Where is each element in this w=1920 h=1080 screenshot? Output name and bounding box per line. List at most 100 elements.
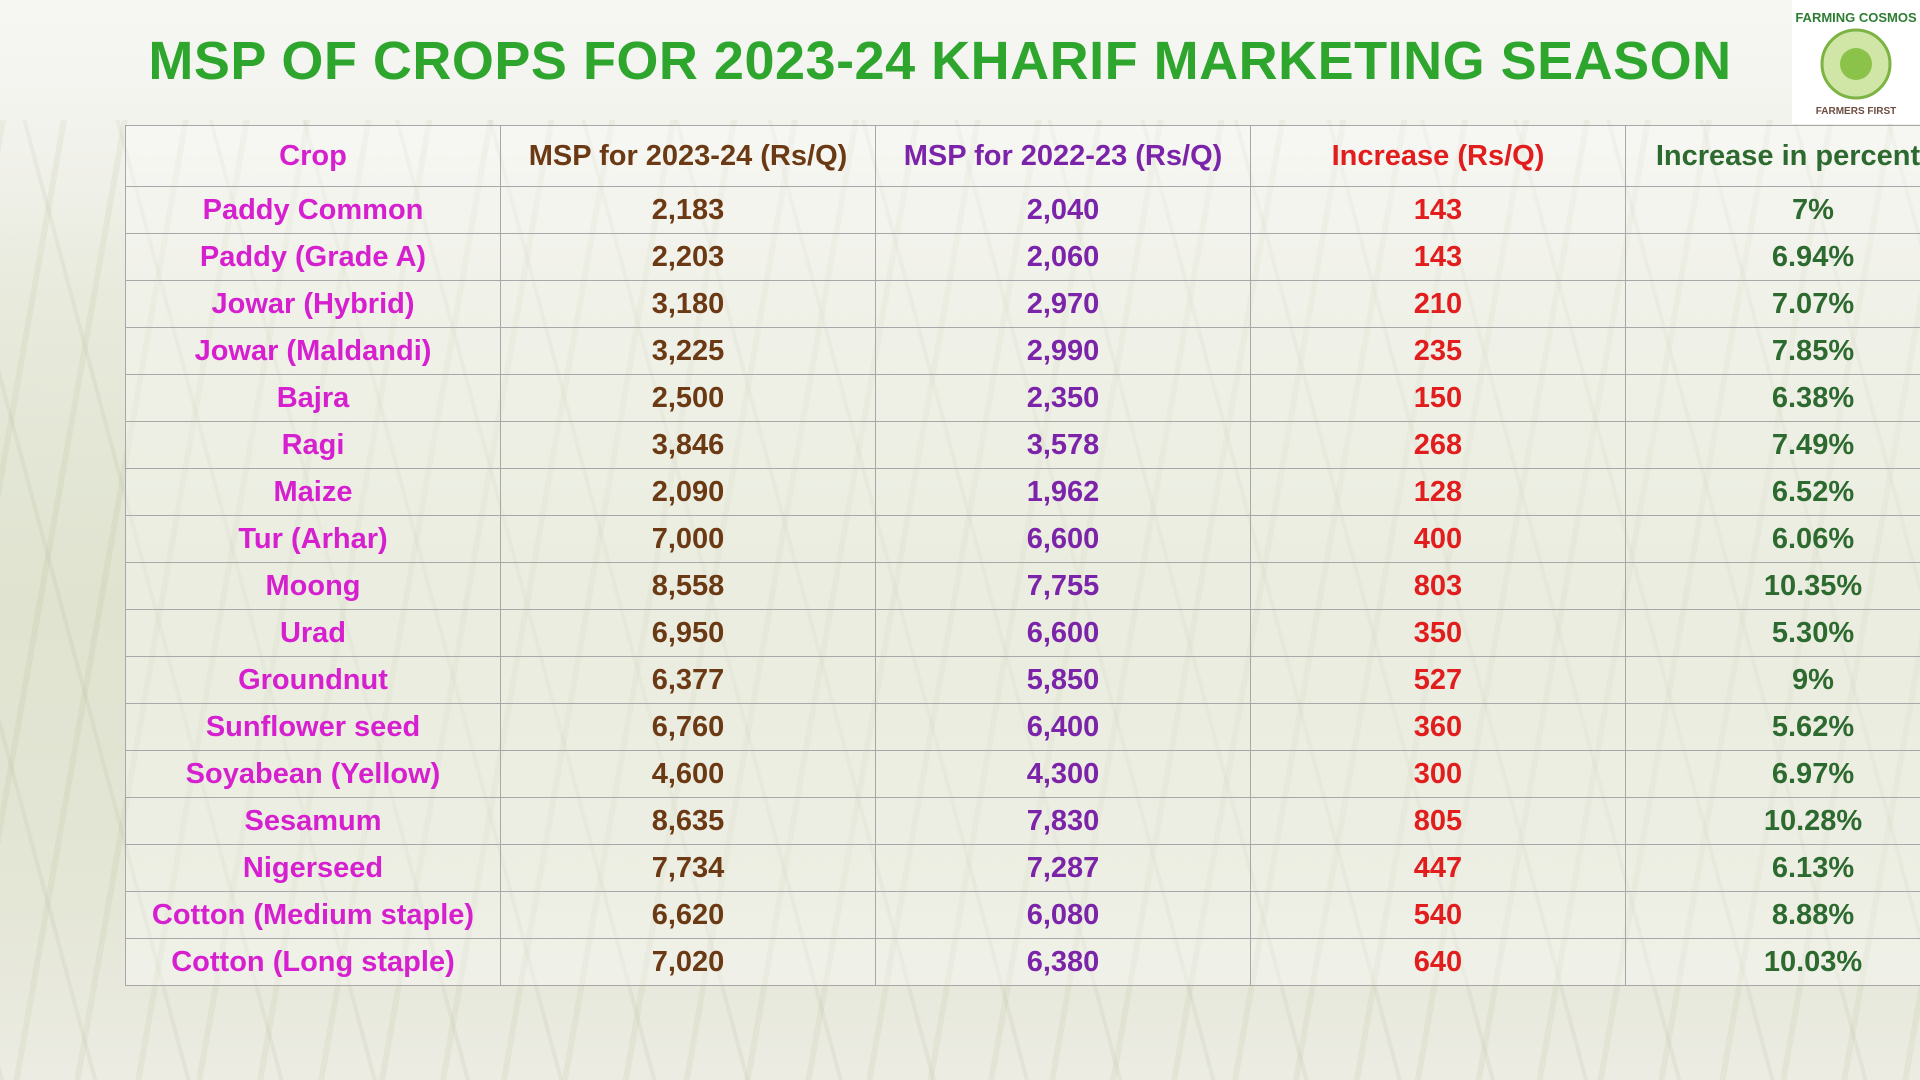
table-cell: 2,040 [875, 186, 1251, 234]
table-cell: Bajra [125, 374, 501, 422]
table-cell: Urad [125, 609, 501, 657]
title: MSP OF CROPS FOR 2023-24 KHARIF MARKETIN… [148, 31, 1732, 91]
table-cell: 7.07% [1625, 280, 1920, 328]
table-cell: Cotton (Long staple) [125, 938, 501, 986]
table-cell: 5.62% [1625, 703, 1920, 751]
table-cell: Sunflower seed [125, 703, 501, 751]
table-cell: Jowar (Hybrid) [125, 280, 501, 328]
table-cell: Cotton (Medium staple) [125, 891, 501, 939]
logo-graphic: FARMING COSMOS FARMERS FIRST [1795, 10, 1917, 117]
table-cell: Tur (Arhar) [125, 515, 501, 563]
table-cell: 540 [1250, 891, 1626, 939]
table-cell: Sesamum [125, 797, 501, 845]
table-cell: 268 [1250, 421, 1626, 469]
table-cell: 2,203 [500, 233, 876, 281]
table-cell: Soyabean (Yellow) [125, 750, 501, 798]
table-row: Sunflower seed 6,760 6,400 360 5.62% [125, 703, 1920, 751]
table-cell: 9% [1625, 656, 1920, 704]
header-row: Crop MSP for 2023-24 (Rs/Q) MSP for 2022-2… [125, 125, 1920, 187]
table-cell: 6,950 [500, 609, 876, 657]
table-cell: 128 [1250, 468, 1626, 516]
table-cell: 350 [1250, 609, 1626, 657]
table-cell: 7,734 [500, 844, 876, 892]
table-cell: 3,846 [500, 421, 876, 469]
table-body: Paddy Common 2,183 2,040 143 7% Paddy (Grade … [125, 186, 1920, 986]
table-cell: 7,830 [875, 797, 1251, 845]
table-cell: 805 [1250, 797, 1626, 845]
table-row: Soyabean (Yellow) 4,600 4,300 300 6.97% [125, 750, 1920, 798]
table-cell: Groundnut [125, 656, 501, 704]
table-cell: 3,578 [875, 421, 1251, 469]
table-cell: 6,600 [875, 515, 1251, 563]
table-row: Bajra 2,500 2,350 150 6.38% [125, 374, 1920, 422]
table-cell: 8,635 [500, 797, 876, 845]
table-cell: 640 [1250, 938, 1626, 986]
table-cell: 3,180 [500, 280, 876, 328]
header-cell: Crop [125, 125, 501, 187]
table-row: Tur (Arhar) 7,000 6,600 400 6.06% [125, 515, 1920, 563]
table-row: Urad 6,950 6,600 350 5.30% [125, 609, 1920, 657]
table-cell: Maize [125, 468, 501, 516]
table-cell: Paddy (Grade A) [125, 233, 501, 281]
table-cell: 2,090 [500, 468, 876, 516]
table-cell: 2,060 [875, 233, 1251, 281]
table-cell: Paddy Common [125, 186, 501, 234]
table-row: Jowar (Hybrid) 3,180 2,970 210 7.07% [125, 280, 1920, 328]
table-cell: 527 [1250, 656, 1626, 704]
table-cell: 150 [1250, 374, 1626, 422]
table-cell: 235 [1250, 327, 1626, 375]
table-cell: 6,080 [875, 891, 1251, 939]
table-cell: 10.03% [1625, 938, 1920, 986]
table-cell: 6.94% [1625, 233, 1920, 281]
table-cell: 6.06% [1625, 515, 1920, 563]
table-cell: 8.88% [1625, 891, 1920, 939]
table-cell: 7,000 [500, 515, 876, 563]
table-cell: 6,380 [875, 938, 1251, 986]
table-row: Cotton (Long staple) 7,020 6,380 640 10.03% [125, 938, 1920, 986]
table-cell: 4,300 [875, 750, 1251, 798]
table-cell: 4,600 [500, 750, 876, 798]
table-cell: 2,183 [500, 186, 876, 234]
table-row: Cotton (Medium staple) 6,620 6,080 540 8.88% [125, 891, 1920, 939]
logo-bottom-text: FARMERS FIRST [1816, 106, 1897, 117]
table-cell: 6.97% [1625, 750, 1920, 798]
table-cell: 210 [1250, 280, 1626, 328]
table-cell: 803 [1250, 562, 1626, 610]
table-cell: 300 [1250, 750, 1626, 798]
msp-table: Crop MSP for 2023-24 (Rs/Q) MSP for 2022-2… [125, 125, 1920, 986]
header-cell: Increase (Rs/Q) [1250, 125, 1626, 187]
logo: FARMING COSMOS FARMERS FIRST [1792, 0, 1920, 124]
table-cell: 6.52% [1625, 468, 1920, 516]
table-cell: 6,400 [875, 703, 1251, 751]
table-cell: 2,350 [875, 374, 1251, 422]
table-cell: 7% [1625, 186, 1920, 234]
table-cell: 7.49% [1625, 421, 1920, 469]
header-cell: MSP for 2022-23 (Rs/Q) [875, 125, 1251, 187]
logo-top-text: FARMING COSMOS [1795, 10, 1917, 25]
table-row: Groundnut 6,377 5,850 527 9% [125, 656, 1920, 704]
table-row: Paddy (Grade A) 2,203 2,060 143 6.94% [125, 233, 1920, 281]
table-row: Moong 8,558 7,755 803 10.35% [125, 562, 1920, 610]
table-cell: Nigerseed [125, 844, 501, 892]
table-cell: 2,990 [875, 327, 1251, 375]
table-cell: 7,755 [875, 562, 1251, 610]
table-cell: 6,377 [500, 656, 876, 704]
table-cell: 6.13% [1625, 844, 1920, 892]
table-row: Sesamum 8,635 7,830 805 10.28% [125, 797, 1920, 845]
table-cell: 3,225 [500, 327, 876, 375]
table-cell: 5.30% [1625, 609, 1920, 657]
table-cell: 1,962 [875, 468, 1251, 516]
table-cell: 6,600 [875, 609, 1251, 657]
header-cell: MSP for 2023-24 (Rs/Q) [500, 125, 876, 187]
table-row: Paddy Common 2,183 2,040 143 7% [125, 186, 1920, 234]
table-cell: 8,558 [500, 562, 876, 610]
table-cell: 6,620 [500, 891, 876, 939]
table-cell: 360 [1250, 703, 1626, 751]
table-cell: 5,850 [875, 656, 1251, 704]
table-row: Nigerseed 7,734 7,287 447 6.13% [125, 844, 1920, 892]
table-cell: 2,970 [875, 280, 1251, 328]
header-cell: Increase in percentage [1625, 125, 1920, 187]
table-cell: 6.38% [1625, 374, 1920, 422]
logo-globe [1840, 48, 1872, 80]
